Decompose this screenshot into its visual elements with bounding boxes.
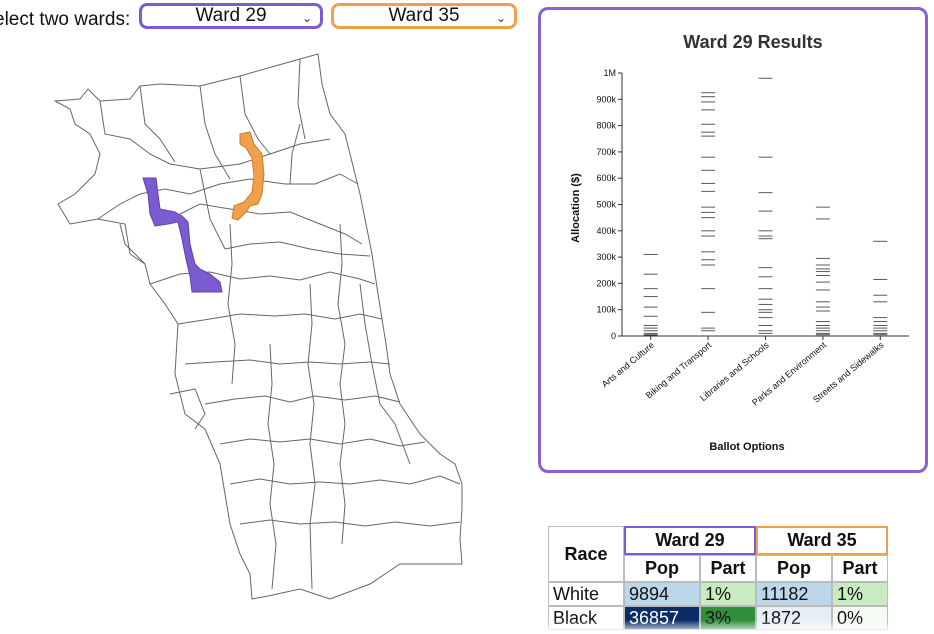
chart-marks (643, 77, 888, 336)
y-tick-label: 300k (596, 252, 616, 262)
y-tick-label: 200k (596, 278, 616, 288)
x-axis-label: Ballot Options (709, 441, 784, 453)
y-tick-label: 600k (596, 173, 616, 183)
results-chart: Ward 29 Results 0 100k 200k 300k 400k 500k 600… (570, 32, 909, 453)
part-cell: 1% (700, 582, 756, 606)
pop-cell: 9894 (624, 582, 700, 606)
x-tick-label: Arts and Culture (600, 340, 656, 389)
ward-b-header: Ward 35 (756, 526, 888, 555)
pop-cell: 11182 (756, 582, 832, 606)
ward-a-selected-value: Ward 29 (195, 5, 267, 26)
ward-controls: elect two wards: (0, 4, 130, 36)
y-tick-label: 0 (611, 331, 616, 341)
ward-a-header: Ward 29 (624, 526, 756, 555)
table-row: White 9894 1% 11182 1% (548, 582, 888, 606)
chart-title: Ward 29 Results (683, 32, 822, 52)
y-tick-label: 400k (596, 226, 616, 236)
y-axis: 0 100k 200k 300k 400k 500k 600k 700k 800k 900k 1M (596, 68, 623, 341)
part-cell: 1% (832, 582, 888, 606)
ward-b-selected-value: Ward 35 (388, 5, 460, 26)
ward-b-region (231, 131, 265, 221)
chevron-down-icon: ⌄ (495, 11, 506, 25)
ward-a-part-header: Part (700, 554, 756, 582)
race-header: Race (548, 526, 624, 582)
results-panel: Ward 29 Results 0 100k 200k 300k 400k 500k 600… (538, 7, 928, 473)
bottom-fade (0, 620, 934, 634)
ward-a-pop-header: Pop (624, 554, 700, 582)
ward-a-select[interactable]: Ward 29 ⌄ (139, 3, 323, 29)
y-tick-label: 700k (596, 147, 616, 157)
y-tick-label: 100k (596, 305, 616, 315)
y-axis-label: Allocation ($) (570, 173, 582, 243)
y-tick-label: 900k (596, 94, 616, 104)
select-wards-label: elect two wards: (0, 9, 131, 30)
ward-map[interactable] (0, 44, 480, 624)
ward-b-select[interactable]: Ward 35 ⌄ (331, 3, 517, 29)
ward-b-part-header: Part (832, 554, 888, 582)
ward-a-region (142, 177, 223, 293)
chevron-down-icon: ⌄ (301, 11, 312, 25)
race-cell: White (548, 582, 624, 606)
y-tick-label: 500k (596, 200, 616, 210)
y-tick-label: 1M (603, 68, 616, 78)
ward-stats-table: Race Ward 29 Ward 35 Pop Part Pop Part W… (548, 526, 888, 630)
y-tick-label: 800k (596, 121, 616, 131)
ward-b-pop-header: Pop (756, 554, 832, 582)
city-outline (53, 53, 463, 600)
